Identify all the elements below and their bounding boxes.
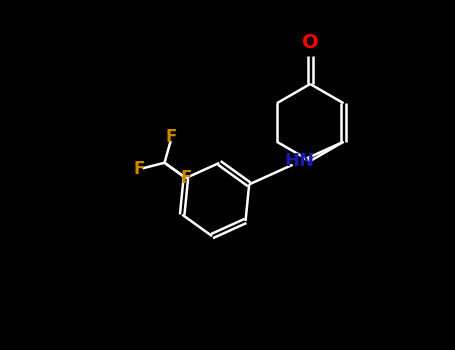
Text: F: F	[180, 169, 192, 187]
Text: HN: HN	[285, 153, 315, 170]
Text: F: F	[166, 128, 177, 146]
Text: O: O	[302, 34, 318, 52]
Text: F: F	[133, 160, 145, 178]
